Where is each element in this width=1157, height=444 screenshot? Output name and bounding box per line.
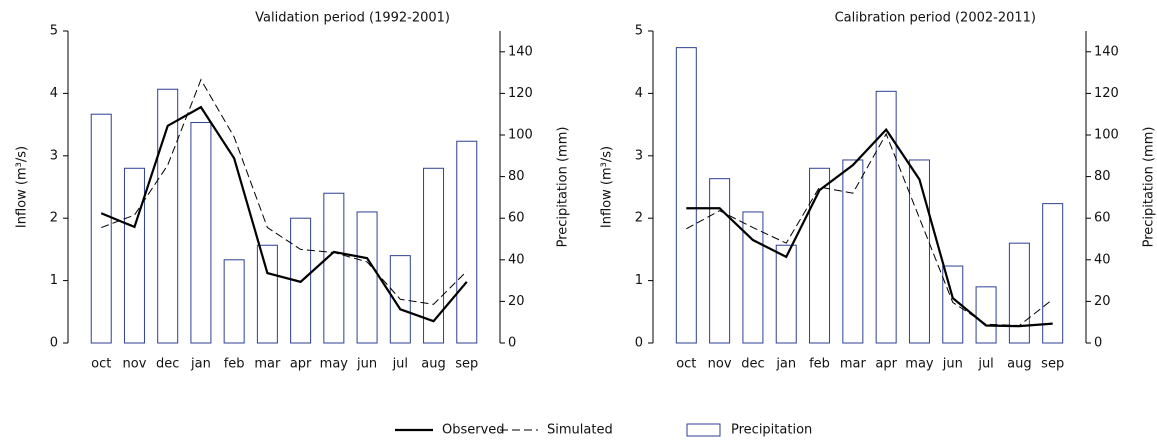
bar [323,192,345,344]
y2-tick-label: 120 [1094,86,1119,101]
x-tick-label: aug [1007,357,1031,372]
bar [123,167,145,344]
y2-tick-label: 40 [1094,252,1111,267]
y2-tick-label: 20 [508,294,525,309]
line-series [686,132,1053,327]
x-tick-label: aug [421,357,445,372]
line-series [686,127,1053,328]
bar [809,167,831,344]
x-tick-label: may [320,357,349,372]
x-tick-label: jan [775,357,796,372]
y2-tick-label: 80 [508,169,525,184]
x-tick-label: jul [392,357,408,372]
bar [775,244,797,344]
y2-tick-label: 60 [508,211,525,226]
legend-swatch [686,423,721,437]
legend-label: Simulated [547,423,613,438]
y2-tick-label: 0 [1094,336,1102,351]
chart-title: Validation period (1992-2001) [255,11,450,26]
x-tick-label: mar [840,357,867,372]
bar [742,211,764,344]
bar [190,122,212,344]
x-tick-label: apr [290,357,312,372]
bar [842,159,864,344]
bar [1008,242,1030,344]
chart-title: Calibration period (2002-2011) [835,11,1036,26]
bar [875,90,897,344]
bar [942,265,964,344]
y-tick-label: 4 [635,86,643,101]
y-tick-label: 1 [50,273,58,288]
y2-tick-label: 0 [508,336,516,351]
bar [256,244,278,344]
x-tick-label: sep [455,357,478,372]
y2-tick-label: 100 [508,128,533,143]
x-tick-label: apr [875,357,897,372]
bar [675,47,697,344]
y2-tick-label: 40 [508,252,525,267]
x-tick-label: jun [942,357,963,372]
line-series [100,105,468,323]
y2-tick-label: 100 [1094,128,1119,143]
y-axis-label: Inflow (m³/s) [15,146,30,228]
y2-tick-label: 140 [1094,44,1119,59]
line-series [101,78,468,305]
x-tick-label: dec [741,357,764,372]
y-tick-label: 2 [635,211,643,226]
x-tick-label: jun [356,357,377,372]
x-tick-label: feb [809,357,830,372]
legend-label: Observed [442,423,505,438]
y-tick-label: 1 [635,273,643,288]
x-tick-label: nov [708,357,732,372]
y-tick-label: 3 [50,148,58,163]
x-tick-label: dec [156,357,179,372]
legend-label: Precipitation [731,423,812,438]
y2-tick-label: 60 [1094,211,1111,226]
x-tick-label: jul [977,357,993,372]
y2-tick-label: 80 [1094,169,1111,184]
y-tick-label: 3 [635,148,643,163]
y-tick-label: 4 [50,86,58,101]
y-tick-label: 0 [50,336,58,351]
x-tick-label: jan [190,357,211,372]
y-tick-label: 0 [635,336,643,351]
x-tick-label: mar [254,357,281,372]
bar [975,286,997,344]
bar [709,178,731,344]
y2-tick-label: 120 [508,86,533,101]
x-tick-label: oct [676,357,696,372]
x-tick-label: feb [224,357,245,372]
y2-tick-label: 140 [508,44,533,59]
bar [456,140,478,344]
x-tick-label: may [905,357,934,372]
bar [356,211,378,344]
y2-axis-label: Precipitation (mm) [556,127,571,248]
x-tick-label: sep [1041,357,1064,372]
x-tick-label: oct [91,357,111,372]
bar [908,159,930,344]
bar [90,113,112,344]
y-tick-label: 5 [635,24,643,39]
bar [423,167,445,344]
y2-axis-label: Precipitation (mm) [1142,127,1157,248]
bar [1042,203,1064,344]
x-tick-label: nov [123,357,147,372]
y-axis-label: Inflow (m³/s) [600,146,615,228]
y-tick-label: 5 [50,24,58,39]
bar [223,259,245,344]
y-tick-label: 2 [50,211,58,226]
y2-tick-label: 20 [1094,294,1111,309]
